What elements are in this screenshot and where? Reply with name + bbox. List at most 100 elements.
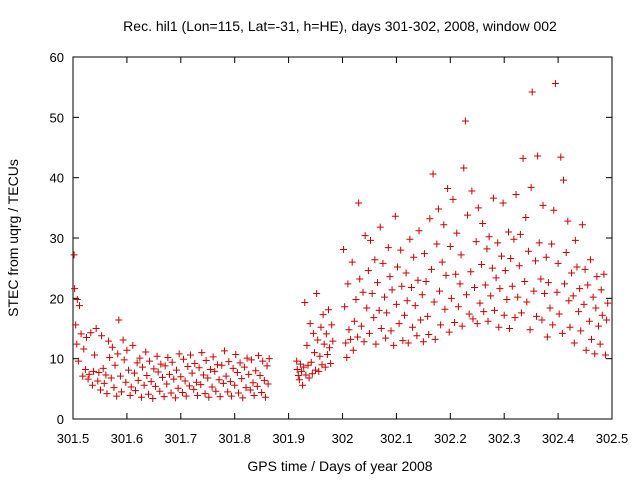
data-point [424, 312, 432, 320]
data-point [250, 391, 258, 399]
data-point [535, 239, 543, 247]
data-point [386, 273, 394, 281]
data-point [295, 376, 303, 384]
data-point [143, 372, 151, 380]
data-point [120, 356, 128, 364]
data-point [436, 287, 444, 295]
data-point [511, 314, 519, 322]
data-point [261, 393, 269, 401]
data-point [357, 322, 365, 330]
data-point [484, 317, 492, 325]
data-point [154, 368, 162, 376]
data-point [533, 312, 541, 320]
data-point [445, 328, 453, 336]
data-point [352, 296, 360, 304]
data-point [236, 359, 244, 367]
data-point [73, 296, 81, 304]
data-point [461, 117, 469, 125]
data-point [100, 379, 108, 387]
data-point [526, 326, 534, 334]
data-point [307, 358, 315, 366]
data-point [190, 385, 198, 393]
data-point [384, 244, 392, 252]
data-point [457, 251, 465, 259]
data-point [348, 258, 356, 266]
data-point [417, 316, 425, 324]
data-point [191, 359, 199, 367]
data-point [341, 303, 349, 311]
data-point [222, 372, 230, 380]
data-point [442, 271, 450, 279]
data-point [542, 253, 550, 261]
data-point [546, 304, 554, 312]
data-point [116, 372, 124, 380]
data-point [225, 358, 233, 366]
data-point [557, 153, 565, 161]
data-point [201, 390, 209, 398]
data-point [127, 383, 135, 391]
data-point [553, 288, 561, 296]
data-point [494, 239, 502, 247]
data-point [426, 215, 434, 223]
data-point [245, 370, 253, 378]
data-point [528, 88, 536, 96]
data-point [464, 211, 472, 219]
data-point [192, 378, 200, 386]
data-point [151, 382, 159, 390]
data-point [323, 350, 331, 358]
data-point [344, 280, 352, 288]
data-point [96, 386, 104, 394]
data-point [247, 356, 255, 364]
data-point [446, 242, 454, 250]
data-point [409, 323, 417, 331]
data-point [347, 335, 355, 343]
data-point [562, 248, 570, 256]
data-point [103, 390, 111, 398]
data-point [328, 321, 336, 329]
data-point [239, 394, 247, 402]
data-point [382, 334, 390, 342]
data-point [420, 250, 428, 258]
data-point [451, 318, 459, 326]
data-point [79, 372, 87, 380]
x-tick-label: 302.5 [596, 431, 629, 446]
data-point [229, 364, 237, 372]
data-point [215, 376, 223, 384]
data-point [367, 236, 375, 244]
x-tick-label: 301.8 [218, 431, 251, 446]
data-point [260, 376, 268, 384]
x-tick-label: 302.1 [380, 431, 413, 446]
data-point [489, 194, 497, 202]
data-point [314, 336, 322, 344]
data-point [164, 353, 172, 361]
data-point [584, 281, 592, 289]
data-point [182, 392, 190, 400]
data-point [258, 388, 266, 396]
data-point [303, 341, 311, 349]
data-point [558, 329, 566, 337]
data-point [243, 354, 251, 362]
data-point [452, 270, 460, 278]
data-point [476, 299, 484, 307]
data-point [506, 325, 514, 332]
data-point [309, 329, 317, 337]
data-point [293, 366, 301, 374]
data-point [531, 257, 539, 265]
data-point [517, 309, 525, 317]
x-tick-label: 302.4 [542, 431, 575, 446]
data-point [199, 371, 207, 379]
data-point [82, 334, 90, 342]
data-point [123, 346, 131, 354]
data-point [565, 297, 573, 305]
data-point [329, 337, 337, 345]
data-point [355, 199, 363, 207]
data-point [571, 236, 579, 244]
data-point [92, 325, 100, 332]
data-point [106, 353, 114, 361]
data-point [441, 305, 449, 313]
data-point [205, 393, 213, 401]
data-point [113, 392, 121, 400]
data-point [576, 285, 584, 293]
data-point [119, 336, 127, 344]
